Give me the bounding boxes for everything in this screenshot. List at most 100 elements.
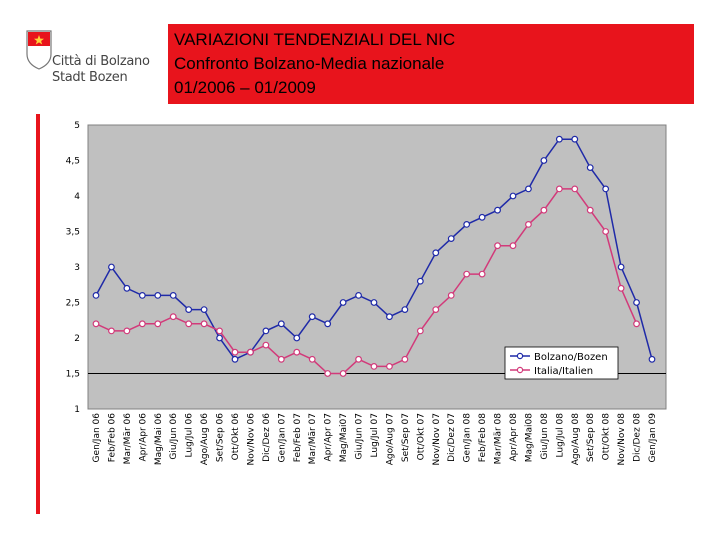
logo-text-italian: Città di Bolzano [52, 54, 150, 69]
title-line-2: Confronto Bolzano-Media nazionale [174, 54, 445, 73]
data-point [401, 306, 409, 314]
data-point [169, 313, 177, 321]
data-point [525, 220, 532, 228]
data-point [525, 185, 532, 193]
x-tick-label: Gen/Jan 09 [648, 413, 658, 463]
data-point [386, 362, 393, 370]
data-point [247, 348, 254, 356]
x-tick-label: Mar/Mär 08 [494, 413, 504, 465]
data-point [308, 313, 316, 321]
data-point [617, 284, 625, 292]
data-point [463, 270, 471, 278]
x-tick-label: Gen/Jan 07 [277, 413, 287, 462]
x-tick-label: Feb/Feb 06 [107, 413, 117, 462]
data-point [648, 355, 656, 363]
data-point [293, 348, 301, 356]
data-point [386, 313, 393, 321]
data-point [540, 206, 548, 214]
x-tick-label: Giu/Jun 06 [169, 413, 179, 460]
title-line-3: 01/2006 – 01/2009 [174, 78, 316, 97]
data-point [138, 291, 146, 299]
x-tick-label: Feb/Feb 08 [478, 413, 488, 462]
x-tick-label: Dic/Dez 07 [447, 413, 457, 462]
data-point [277, 355, 285, 363]
x-tick-label: Ago/Aug 06 [200, 413, 210, 466]
x-tick-label: Dic/Dez 08 [633, 413, 643, 462]
data-point [339, 370, 347, 377]
x-tick-label: Giu/Jun 07 [355, 413, 365, 460]
x-tick-label: Lug/Jul 06 [185, 413, 195, 458]
legend: Bolzano/Bozen Italia/Italien [504, 346, 619, 380]
data-point [494, 206, 501, 214]
x-tick-label: Dic/Dez 06 [262, 413, 272, 462]
data-point [586, 206, 594, 214]
x-tick-label: Set/Sep 08 [586, 413, 596, 462]
data-point [92, 291, 100, 299]
data-point [447, 291, 455, 299]
data-point [185, 306, 193, 314]
x-tick-label: Apr/Apr 08 [509, 413, 519, 462]
y-tick-label: 4,5 [66, 157, 80, 167]
data-point [262, 327, 270, 335]
y-tick-label: 2 [74, 334, 80, 344]
data-point [509, 242, 517, 250]
y-tick-label: 5 [74, 121, 80, 131]
x-tick-label: Lug/Jul 07 [370, 413, 380, 457]
line-chart: 1 1,5 2 2,5 3 3,5 4 4,5 5 Gen/Jan 06 Feb/Feb 06 Ma… [66, 121, 667, 466]
x-tick-label: Set/Sep 07 [401, 413, 411, 462]
x-tick-label: Ott/Okt 08 [602, 413, 612, 461]
data-point [432, 306, 440, 314]
data-point [586, 164, 594, 171]
coat-of-arms-icon [26, 30, 52, 70]
data-point [200, 306, 208, 314]
x-tick-label: Gen/Jan 08 [463, 413, 473, 463]
title-banner: VARIAZIONI TENDENZIALI DEL NIC Confronto… [168, 24, 694, 104]
data-point [447, 235, 455, 242]
data-point [571, 135, 579, 143]
x-tick-label: Mar/Mär 07 [308, 413, 318, 464]
x-tick-label: Ago/Aug 08 [571, 413, 581, 466]
logo-text-german: Stadt Bozen [52, 70, 128, 85]
data-point [108, 263, 115, 271]
data-point [262, 341, 270, 349]
data-point [416, 327, 424, 335]
data-point [540, 157, 548, 164]
data-point [555, 135, 563, 143]
data-point [92, 320, 100, 328]
x-tick-label: Mag/Mai07 [339, 413, 349, 462]
data-point [324, 320, 332, 328]
x-tick-label: Gen/Jan 06 [92, 413, 102, 463]
data-point [602, 228, 610, 235]
data-point [216, 327, 223, 335]
data-point [355, 291, 362, 299]
data-point [231, 355, 239, 363]
x-tick-label: Lug/Jul 08 [555, 413, 565, 458]
x-tick-label: Nov/Nov 06 [246, 413, 256, 466]
data-point [416, 277, 424, 285]
data-point [108, 327, 115, 335]
data-point [633, 299, 640, 306]
data-point [571, 185, 579, 193]
data-point [355, 355, 362, 363]
data-point [494, 242, 501, 250]
data-point [200, 320, 208, 328]
data-point [633, 320, 640, 328]
data-point [324, 370, 332, 377]
legend-marker-italia [516, 366, 524, 374]
data-point [401, 355, 409, 363]
data-point [509, 192, 517, 200]
data-point [478, 213, 486, 221]
data-point [154, 291, 162, 299]
city-logo: Città di Bolzano Stadt Bozen [20, 24, 165, 94]
y-tick-label: 2,5 [66, 299, 80, 309]
data-point [123, 284, 131, 292]
legend-marker-bolzano [516, 352, 524, 360]
y-tick-label: 3 [74, 263, 80, 273]
y-tick-label: 1,5 [66, 370, 80, 380]
y-tick-label: 3,5 [66, 228, 80, 238]
legend-label-bolzano: Bolzano/Bozen [534, 352, 608, 363]
x-tick-label: Nov/Nov 07 [432, 413, 442, 465]
legend-label-italia: Italia/Italien [534, 366, 593, 377]
x-tick-label: Apr/Apr 06 [138, 413, 148, 462]
x-tick-label: Mag/Mai 06 [154, 413, 164, 465]
